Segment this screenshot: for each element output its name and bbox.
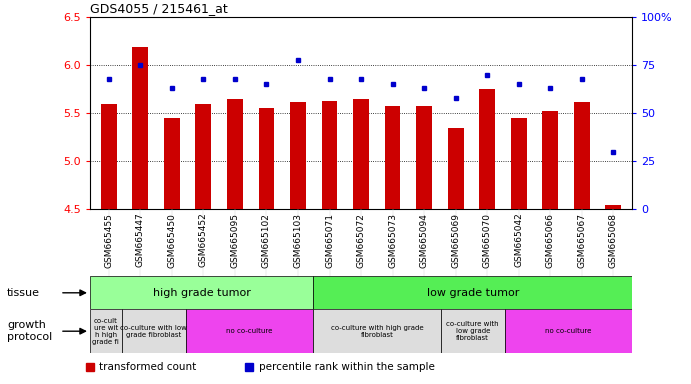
Bar xyxy=(258,109,274,209)
Text: GSM665072: GSM665072 xyxy=(357,213,366,268)
Text: GSM665095: GSM665095 xyxy=(230,213,239,268)
Text: no co-culture: no co-culture xyxy=(545,328,591,334)
Text: tissue: tissue xyxy=(7,288,40,298)
Text: GSM665102: GSM665102 xyxy=(262,213,271,268)
Bar xyxy=(313,309,441,353)
Text: co-culture with low
grade fibroblast: co-culture with low grade fibroblast xyxy=(120,325,187,338)
Text: GSM665073: GSM665073 xyxy=(388,213,397,268)
Bar xyxy=(122,309,186,353)
Text: GSM665071: GSM665071 xyxy=(325,213,334,268)
Bar xyxy=(542,111,558,209)
Text: percentile rank within the sample: percentile rank within the sample xyxy=(259,362,435,372)
Bar xyxy=(290,102,306,209)
Text: GSM665042: GSM665042 xyxy=(514,213,523,267)
Bar xyxy=(511,118,527,209)
Bar xyxy=(313,276,632,309)
Bar xyxy=(186,309,313,353)
Bar xyxy=(101,104,117,209)
Bar xyxy=(574,102,589,209)
Bar xyxy=(385,106,401,209)
Bar xyxy=(196,104,211,209)
Bar xyxy=(90,276,313,309)
Text: GSM665447: GSM665447 xyxy=(136,213,145,267)
Bar xyxy=(480,89,495,209)
Bar xyxy=(133,47,148,209)
Text: co-culture with high grade
fibroblast: co-culture with high grade fibroblast xyxy=(331,325,424,338)
Text: growth
protocol: growth protocol xyxy=(7,320,52,342)
Bar xyxy=(321,101,337,209)
Text: GSM665068: GSM665068 xyxy=(609,213,618,268)
Text: low grade tumor: low grade tumor xyxy=(426,288,519,298)
Bar xyxy=(164,118,180,209)
Bar xyxy=(441,309,504,353)
Bar xyxy=(448,128,464,209)
Text: GSM665450: GSM665450 xyxy=(167,213,176,268)
Text: co-culture with
low grade
fibroblast: co-culture with low grade fibroblast xyxy=(446,321,499,341)
Text: GSM665455: GSM665455 xyxy=(104,213,113,268)
Bar xyxy=(416,106,432,209)
Text: GSM665094: GSM665094 xyxy=(419,213,428,268)
Text: GSM665066: GSM665066 xyxy=(546,213,555,268)
Text: GDS4055 / 215461_at: GDS4055 / 215461_at xyxy=(90,2,227,15)
Bar xyxy=(227,99,243,209)
Text: GSM665103: GSM665103 xyxy=(294,213,303,268)
Text: GSM665067: GSM665067 xyxy=(577,213,586,268)
Text: GSM665069: GSM665069 xyxy=(451,213,460,268)
Text: GSM665070: GSM665070 xyxy=(483,213,492,268)
Bar xyxy=(504,309,632,353)
Text: co-cult
ure wit
h high
grade fi: co-cult ure wit h high grade fi xyxy=(93,318,120,345)
Text: high grade tumor: high grade tumor xyxy=(153,288,250,298)
Text: GSM665452: GSM665452 xyxy=(199,213,208,267)
Text: transformed count: transformed count xyxy=(100,362,197,372)
Text: no co-culture: no co-culture xyxy=(226,328,272,334)
Bar xyxy=(353,99,369,209)
Bar xyxy=(90,309,122,353)
Bar xyxy=(605,205,621,209)
